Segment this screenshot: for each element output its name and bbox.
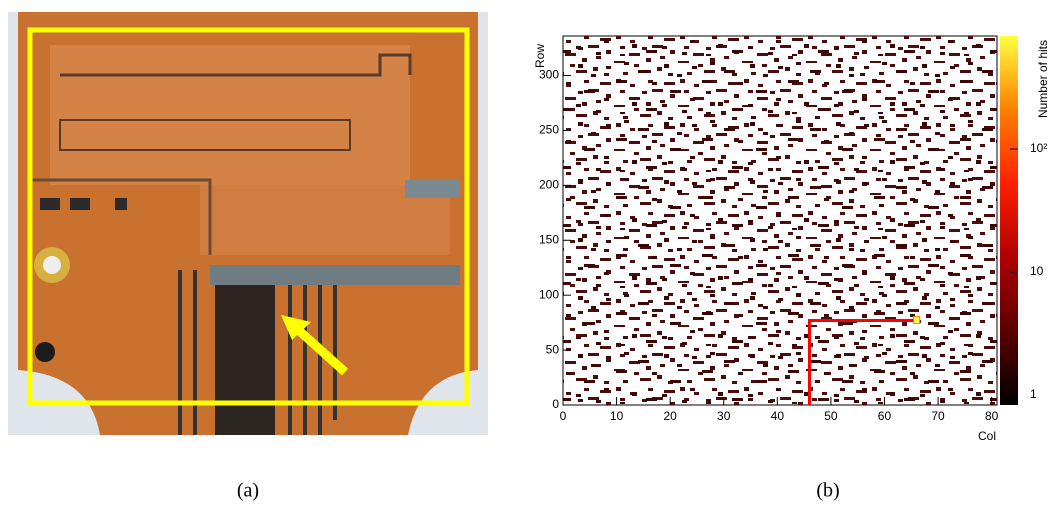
track-end: [913, 315, 921, 324]
x-tick-label: 40: [771, 409, 785, 423]
y-tick-label: 0: [552, 397, 559, 411]
x-tick-label: 70: [931, 409, 945, 423]
photo: [8, 12, 488, 435]
caption: (b): [816, 480, 839, 502]
y-tick-label: 50: [546, 342, 560, 356]
y-axis-title: Row: [533, 44, 547, 68]
track: [807, 318, 917, 405]
colorbar-tick-label: 10²: [1030, 141, 1047, 155]
colorbar: [1000, 36, 1018, 405]
y-tick-label: 250: [539, 123, 559, 137]
x-tick-label: 20: [663, 409, 677, 423]
x-tick-label: 80: [985, 409, 999, 423]
x-tick-label: 60: [878, 409, 892, 423]
colorbar-title: Number of hits: [1036, 40, 1050, 118]
hit-texture: [563, 36, 997, 405]
y-tick-label: 150: [539, 232, 559, 246]
y-tick-label: 300: [539, 68, 559, 82]
x-tick-label: 0: [560, 409, 567, 423]
y-tick-label: 200: [539, 178, 559, 192]
x-axis-title: Col: [978, 429, 996, 443]
colorbar-tick-label: 10: [1030, 264, 1044, 278]
caption: (a): [237, 480, 259, 502]
x-tick-label: 50: [824, 409, 838, 423]
x-tick-label: 10: [610, 409, 624, 423]
x-tick-label: 30: [717, 409, 731, 423]
colorbar-tick-label: 1: [1030, 387, 1037, 401]
y-tick-label: 100: [539, 287, 559, 301]
